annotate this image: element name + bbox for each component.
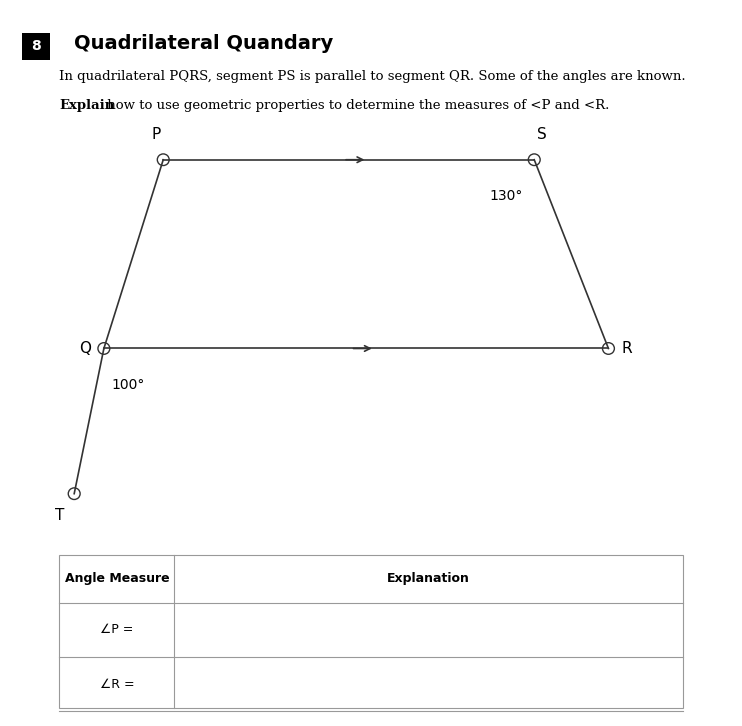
Text: Angle Measure: Angle Measure (65, 573, 169, 585)
Text: In quadrilateral PQRS, segment PS is parallel to segment QR. Some of the angles : In quadrilateral PQRS, segment PS is par… (59, 70, 686, 83)
Text: 130°: 130° (490, 189, 523, 203)
Text: Explanation: Explanation (387, 573, 470, 585)
Text: S: S (536, 126, 547, 142)
Text: R: R (622, 341, 632, 356)
Text: Explain: Explain (59, 99, 114, 112)
Text: ∠P =: ∠P = (100, 624, 134, 636)
Text: 100°: 100° (111, 378, 145, 391)
FancyBboxPatch shape (59, 555, 683, 708)
Text: how to use geometric properties to determine the measures of <P and <R.: how to use geometric properties to deter… (103, 99, 609, 112)
Text: P: P (151, 126, 160, 142)
Text: Q: Q (79, 341, 91, 356)
Text: T: T (55, 508, 64, 523)
FancyBboxPatch shape (22, 33, 50, 60)
Text: Quadrilateral Quandary: Quadrilateral Quandary (74, 34, 333, 53)
Text: 8: 8 (31, 39, 42, 54)
Text: ∠R =: ∠R = (99, 678, 134, 690)
